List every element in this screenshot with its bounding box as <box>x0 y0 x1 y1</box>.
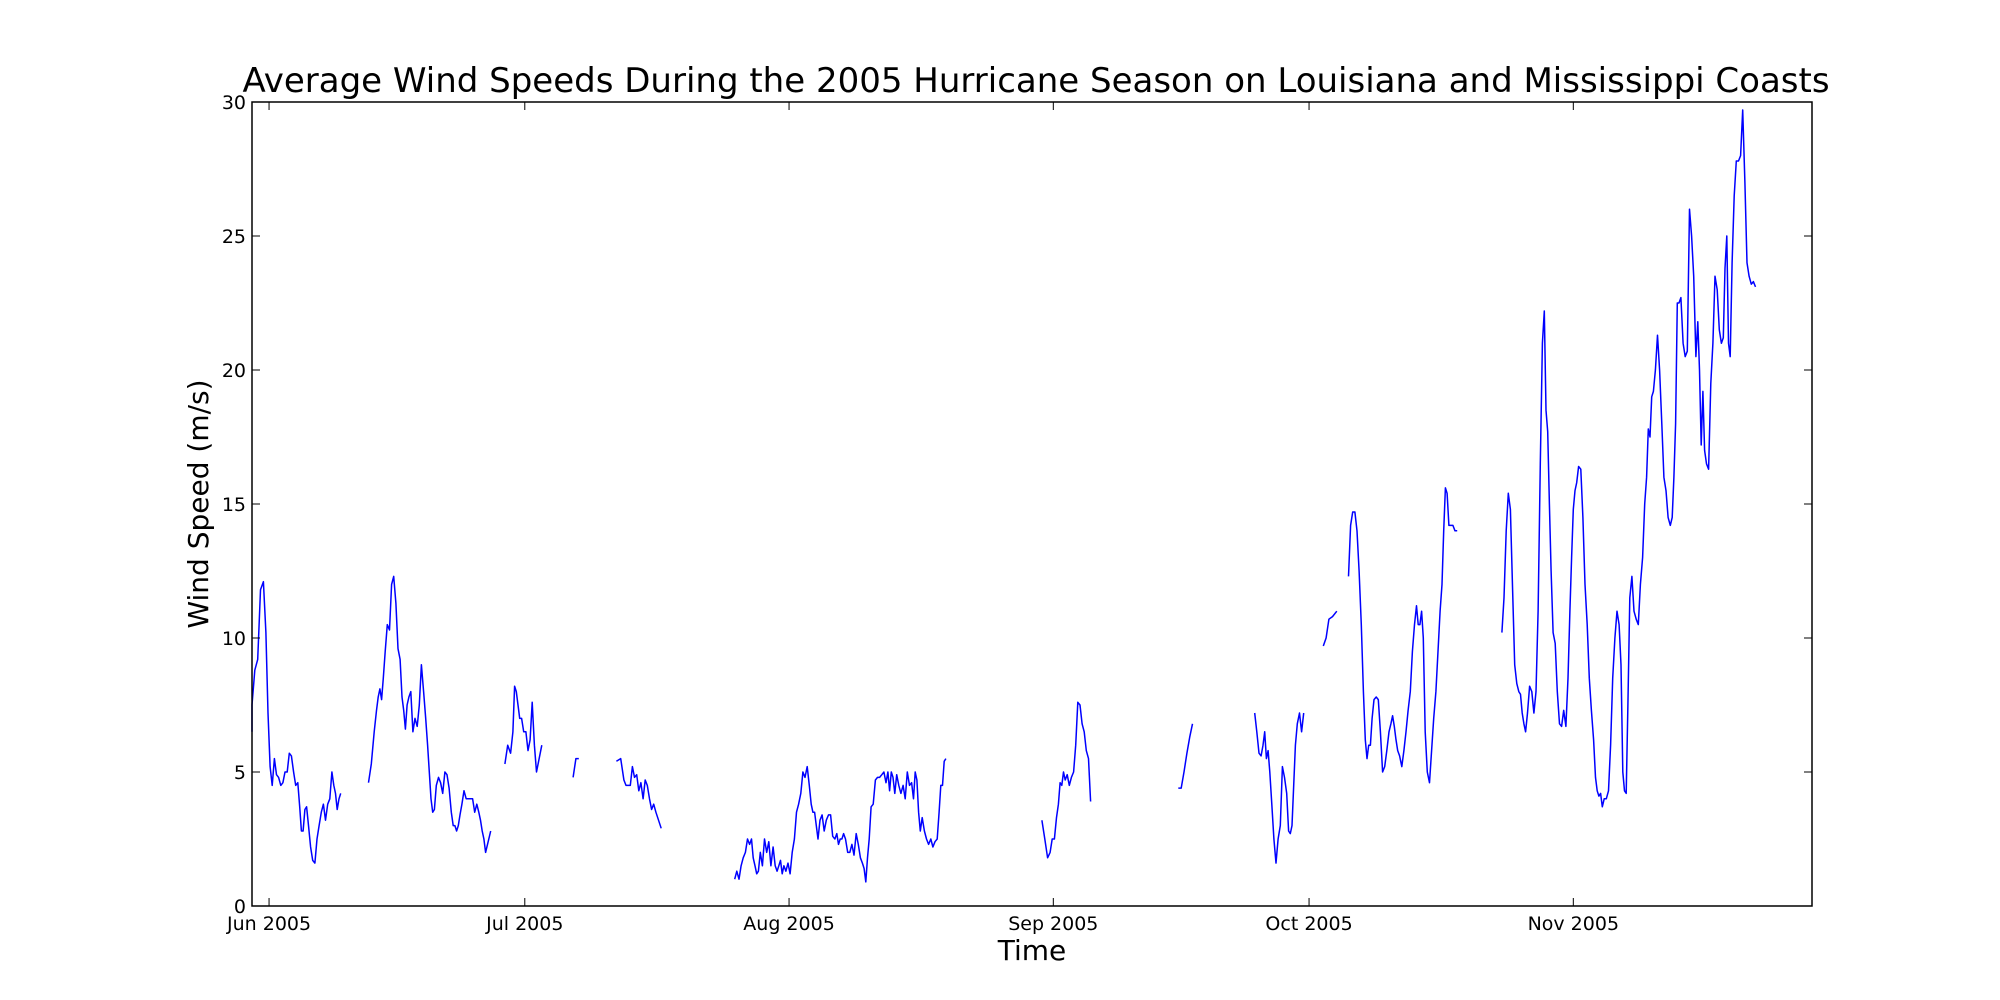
chart-title: Average Wind Speeds During the 2005 Hurr… <box>242 61 1829 101</box>
series-line-segment <box>251 580 342 864</box>
series-line-segment <box>1041 701 1092 859</box>
y-tick-label: 15 <box>222 494 246 516</box>
y-tick-label: 5 <box>234 762 246 784</box>
series-layer <box>251 109 1757 883</box>
y-axis: 0 5 10 15 20 25 30 <box>222 92 1812 918</box>
series-line-segment <box>1253 712 1305 864</box>
x-tick-label: Aug 2005 <box>743 913 835 935</box>
series-line-segment <box>367 575 492 854</box>
x-tick-label: Jul 2005 <box>485 913 563 935</box>
series-line-segment <box>504 685 543 773</box>
x-tick-label: Oct 2005 <box>1265 913 1352 935</box>
series-line-segment <box>572 757 579 778</box>
y-tick-label: 10 <box>222 628 246 650</box>
series-line-segment <box>733 758 947 883</box>
y-axis-label: Wind Speed (m/s) <box>182 379 215 628</box>
series-line-segment <box>1501 109 1757 808</box>
x-axis-label: Time <box>997 934 1067 967</box>
x-tick-label: Jun 2005 <box>226 913 311 935</box>
series-line-segment <box>1347 487 1458 784</box>
plot-area: 0 5 10 15 20 25 30 Jun 2005 Jul 2005 Aug 2005 Sep… <box>222 92 1813 935</box>
x-tick-label: Nov 2005 <box>1528 913 1619 935</box>
y-tick-label: 0 <box>234 896 246 918</box>
plot-frame <box>251 101 1813 907</box>
x-axis: Jun 2005 Jul 2005 Aug 2005 Sep 2005 Oct 2005… <box>226 102 1619 935</box>
x-tick-label: Sep 2005 <box>1008 913 1098 935</box>
y-tick-label: 25 <box>222 226 246 248</box>
series-line-segment <box>1178 723 1194 789</box>
y-tick-label: 30 <box>222 92 246 114</box>
y-tick-label: 20 <box>222 360 246 382</box>
series-line-segment <box>616 757 662 829</box>
series-line-segment <box>1322 610 1338 647</box>
